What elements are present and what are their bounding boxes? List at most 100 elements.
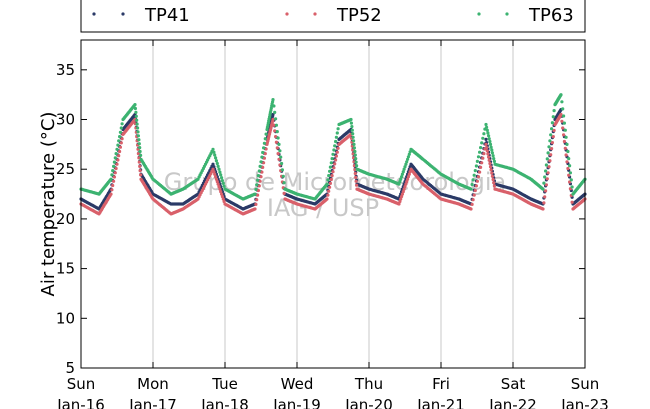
data-point <box>139 173 143 177</box>
data-point <box>328 169 332 173</box>
data-point <box>334 158 338 162</box>
data-point <box>262 141 266 145</box>
legend-item-TP63: TP63 <box>477 5 574 26</box>
data-point <box>115 162 119 166</box>
data-point <box>257 169 261 173</box>
data-point <box>484 137 488 141</box>
data-point <box>116 143 120 147</box>
data-point <box>565 160 569 164</box>
data-point <box>551 115 555 119</box>
data-point <box>400 172 404 176</box>
data-point <box>118 135 122 139</box>
data-point <box>276 152 280 156</box>
data-point <box>255 198 259 202</box>
data-point <box>136 126 140 130</box>
legend-marker <box>313 12 317 16</box>
data-point <box>564 135 568 139</box>
data-point <box>281 174 285 178</box>
data-point <box>407 172 411 176</box>
data-point <box>547 145 551 149</box>
legend-item-TP41: TP41 <box>92 5 190 26</box>
data-point <box>332 148 336 152</box>
data-point <box>491 177 495 182</box>
data-point <box>473 188 477 193</box>
legend-marker <box>92 12 96 16</box>
data-point <box>562 139 567 144</box>
plot-background <box>81 40 585 368</box>
data-point <box>401 190 405 194</box>
data-point <box>275 146 279 150</box>
x-tick-label-day: Mon <box>137 375 169 393</box>
data-point <box>471 178 475 182</box>
data-point <box>138 149 142 154</box>
data-point <box>113 171 117 175</box>
data-point <box>137 138 141 142</box>
data-point <box>218 187 222 191</box>
legend: TP41 TP52 TP63 <box>80 0 586 33</box>
data-point <box>254 187 258 191</box>
data-point <box>333 162 337 166</box>
legend-marker <box>285 12 289 16</box>
data-point <box>111 169 115 173</box>
data-point <box>405 160 409 164</box>
data-point <box>336 127 340 131</box>
data-point <box>349 117 353 122</box>
data-point <box>114 166 118 171</box>
data-point <box>491 154 495 158</box>
data-point <box>550 147 554 151</box>
data-point <box>563 146 567 150</box>
data-point <box>567 157 571 161</box>
data-point <box>561 107 565 111</box>
data-point <box>407 152 411 156</box>
data-point <box>277 157 281 161</box>
data-point <box>329 177 333 182</box>
y-tick-label: 10 <box>56 309 75 327</box>
data-point <box>274 117 278 121</box>
data-point <box>543 175 547 179</box>
data-point <box>327 174 331 178</box>
data-point <box>352 164 356 168</box>
data-point <box>258 179 262 183</box>
data-point <box>258 164 262 168</box>
legend-marker <box>505 12 509 16</box>
x-tick-label-day: Sat <box>501 375 526 393</box>
legend-label: TP63 <box>528 5 574 26</box>
data-point <box>549 153 553 157</box>
data-point <box>222 199 226 204</box>
data-point <box>111 183 115 188</box>
data-point <box>264 147 268 151</box>
data-point <box>331 170 335 174</box>
data-point <box>570 185 574 189</box>
data-point <box>478 150 482 154</box>
data-point <box>352 142 356 146</box>
data-point <box>399 177 403 181</box>
data-point <box>330 174 334 178</box>
data-point <box>220 176 224 180</box>
data-point <box>335 131 339 135</box>
data-point <box>120 137 124 141</box>
data-point <box>271 117 275 122</box>
data-point <box>570 200 574 204</box>
data-point <box>261 165 265 169</box>
data-point <box>326 178 330 182</box>
data-point <box>261 150 265 155</box>
data-point <box>256 178 260 182</box>
data-point <box>488 161 492 166</box>
data-point <box>215 180 219 184</box>
data-point <box>113 156 117 160</box>
data-point <box>133 103 137 107</box>
data-point <box>355 183 359 187</box>
data-point <box>471 198 475 202</box>
data-point <box>545 157 549 161</box>
data-point <box>115 147 119 151</box>
data-point <box>479 165 483 169</box>
data-point <box>545 177 549 181</box>
data-point <box>264 132 268 136</box>
x-tick-label-date: Jan-16 <box>56 396 105 409</box>
data-point <box>330 157 334 161</box>
x-tick-label-date: Jan-17 <box>128 396 177 409</box>
data-point <box>327 189 331 193</box>
data-point <box>138 146 142 150</box>
data-point <box>262 146 266 150</box>
data-point <box>351 132 355 136</box>
